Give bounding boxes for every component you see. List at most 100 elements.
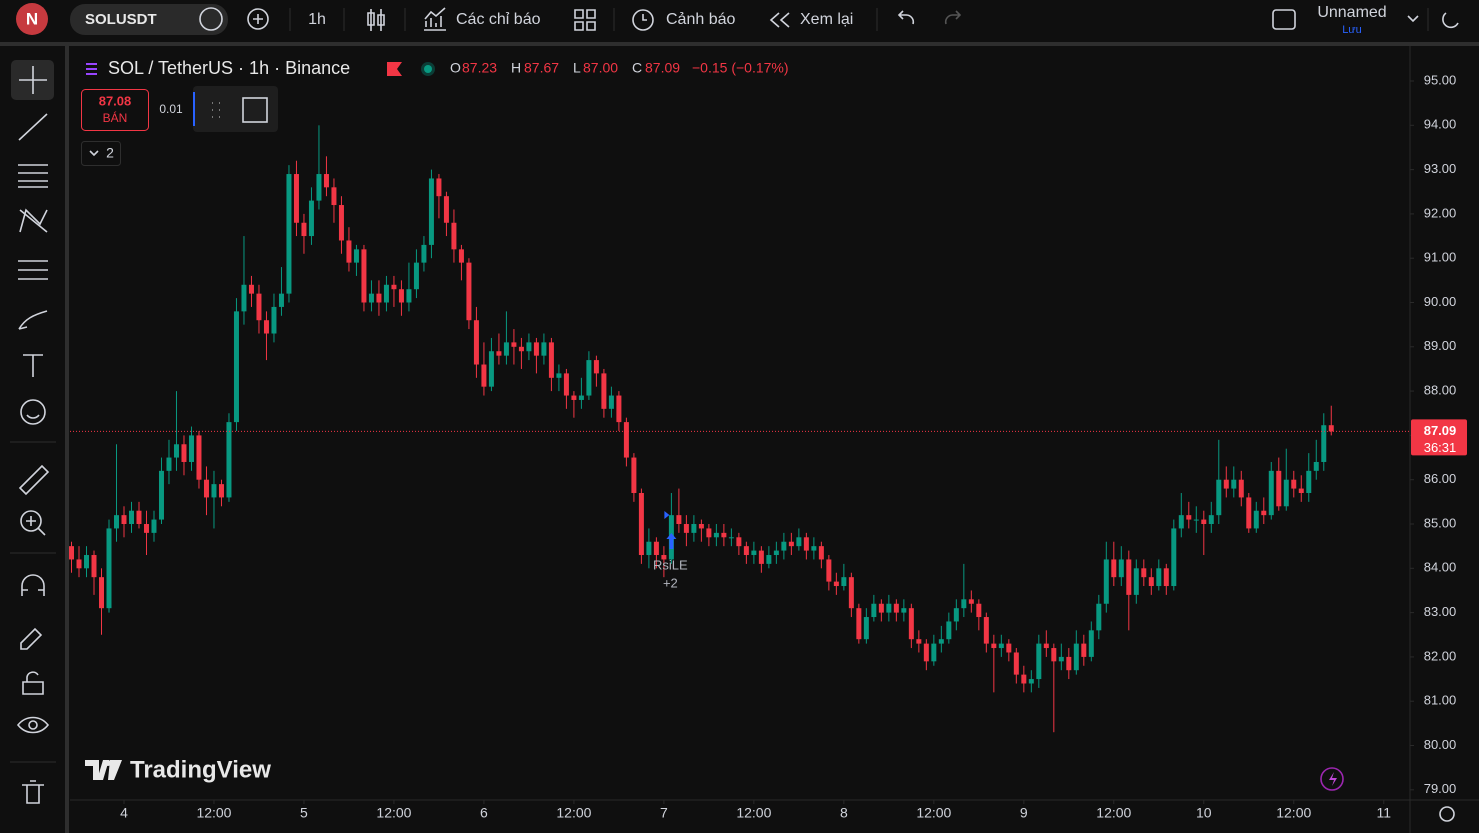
- alert-icon[interactable]: [632, 9, 654, 31]
- candle-body: [241, 284, 247, 312]
- last-price-box: [1411, 419, 1467, 456]
- candle-body: [293, 174, 299, 223]
- legend-key: C: [632, 60, 642, 76]
- layout-name[interactable]: Unnamed: [1317, 4, 1386, 21]
- templates-icon[interactable]: [574, 9, 596, 31]
- candle-body: [796, 537, 802, 547]
- delete-tool[interactable]: [22, 780, 44, 804]
- lightning-bolt: [1329, 772, 1337, 786]
- alert-clock: [642, 14, 647, 21]
- trendline-tool[interactable]: [18, 113, 48, 141]
- zoom-tool[interactable]: [20, 510, 42, 532]
- market-status-dot: [424, 65, 432, 73]
- alerts-button[interactable]: Cảnh báo: [666, 11, 735, 28]
- candle-body: [1043, 643, 1049, 649]
- chart-type-icon[interactable]: [367, 9, 385, 31]
- ruler-tool[interactable]: [18, 464, 50, 496]
- candle-body: [968, 599, 974, 604]
- redo[interactable]: [944, 10, 962, 25]
- text-tool[interactable]: [23, 354, 43, 377]
- save-status: Lưu: [1342, 24, 1362, 36]
- candle-body: [1261, 510, 1267, 516]
- candle-body: [556, 373, 562, 378]
- candle-body: [121, 515, 127, 525]
- candle-body: [353, 249, 359, 263]
- candle-body: [1126, 559, 1132, 595]
- axis-settings[interactable]: [1439, 806, 1455, 822]
- undo[interactable]: [897, 10, 915, 25]
- layout-icon[interactable]: [1272, 9, 1296, 30]
- candle-body: [811, 546, 817, 551]
- y-tick-label: 84.00: [1424, 560, 1457, 575]
- replay-icon[interactable]: [769, 12, 790, 28]
- flag[interactable]: [387, 62, 402, 76]
- replay-button[interactable]: Xem lại: [800, 11, 853, 28]
- candle-body: [481, 364, 487, 387]
- fib-tool[interactable]: [18, 164, 48, 188]
- candle-body: [1231, 479, 1237, 489]
- avatar[interactable]: [16, 3, 48, 35]
- tv-logo-mark: [108, 760, 122, 780]
- x-tick-label: 12:00: [1096, 805, 1131, 821]
- candle-body: [511, 342, 517, 347]
- indicators-button[interactable]: Các chỉ báo: [456, 11, 541, 28]
- candle-body: [301, 222, 307, 237]
- candle-body: [338, 205, 344, 241]
- quantity[interactable]: 0.01: [159, 102, 183, 116]
- sell-button[interactable]: [81, 89, 149, 131]
- symbol-search[interactable]: [70, 4, 228, 35]
- visibility-tool[interactable]: [16, 716, 50, 734]
- candle-body: [593, 360, 599, 374]
- candle-body: [76, 559, 82, 569]
- candle-body: [1021, 674, 1027, 684]
- candle-body: [136, 510, 142, 525]
- candle-body: [248, 284, 254, 294]
- candle-body: [503, 342, 509, 356]
- candle-body: [308, 200, 314, 237]
- projection-tool[interactable]: [18, 260, 48, 280]
- candle-body: [526, 342, 532, 352]
- candle-body: [721, 532, 727, 538]
- pattern-tool[interactable]: [19, 208, 48, 233]
- lightning-icon[interactable]: [1320, 767, 1344, 791]
- candle-body: [1118, 559, 1124, 578]
- interval[interactable]: 1h: [308, 11, 326, 28]
- compare-icon[interactable]: [247, 8, 269, 30]
- tv-logo-dot: [105, 760, 111, 766]
- candle-body: [428, 178, 434, 245]
- x-tick-label: 9: [1020, 805, 1028, 821]
- candle-body: [683, 524, 689, 533]
- candle-body: [158, 470, 164, 520]
- legend-key: H: [511, 60, 521, 76]
- crosshair-tool[interactable]: [19, 66, 47, 94]
- candle-body: [1028, 679, 1034, 684]
- indicators-toggle[interactable]: [81, 141, 121, 166]
- indicators-icon[interactable]: [424, 7, 446, 31]
- candle-body: [931, 643, 937, 662]
- candle-body: [1156, 568, 1162, 587]
- candle-body: [916, 639, 922, 644]
- lock-tool[interactable]: [22, 671, 44, 695]
- candle-body: [263, 320, 269, 334]
- emoji-smile: [26, 414, 40, 419]
- legend-high: 87.67: [524, 60, 559, 76]
- candle-body: [1058, 656, 1064, 662]
- drag-handle[interactable]: [212, 102, 220, 118]
- brush-tool[interactable]: [18, 310, 48, 330]
- select-tool[interactable]: [242, 97, 268, 123]
- layout-dropdown[interactable]: [1407, 15, 1419, 23]
- x-tick-label: 10: [1196, 805, 1212, 821]
- candle-body: [196, 435, 202, 480]
- y-tick-label: 89.00: [1424, 338, 1457, 353]
- drawing-mode-tool[interactable]: [20, 627, 43, 650]
- quick-search[interactable]: [1442, 12, 1459, 29]
- candle-body: [976, 603, 982, 618]
- magnet-tool[interactable]: [21, 574, 45, 596]
- candle-body: [1246, 497, 1252, 529]
- candle-body: [736, 537, 742, 547]
- candle-body: [383, 284, 389, 303]
- candle-body: [698, 524, 704, 529]
- candle-body: [331, 187, 337, 206]
- candle-body: [863, 617, 869, 640]
- emoji-tool[interactable]: [20, 399, 46, 425]
